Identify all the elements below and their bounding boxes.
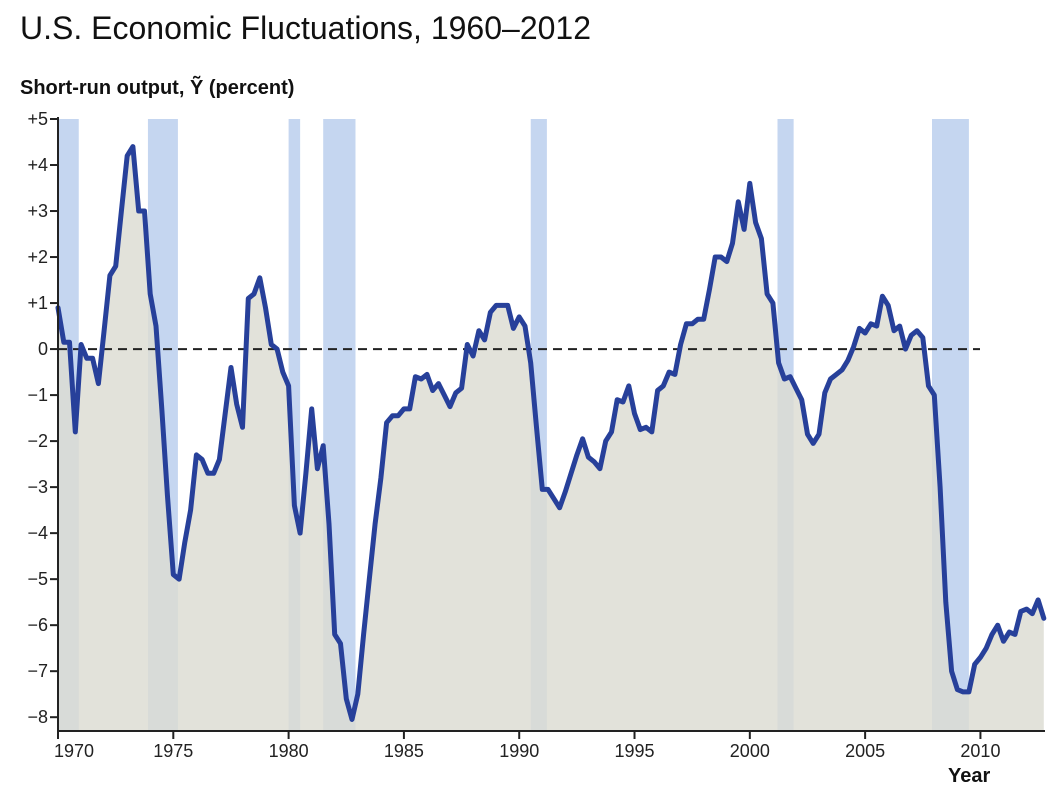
- x-tick-label: 1995: [614, 741, 654, 761]
- x-tick-label: 2010: [960, 741, 1000, 761]
- x-tick-label: 1990: [499, 741, 539, 761]
- x-tick-label: 1970: [54, 741, 94, 761]
- y-tick-label: −7: [27, 661, 48, 681]
- y-tick-label: −6: [27, 615, 48, 635]
- y-tick-label: +1: [27, 293, 48, 313]
- y-tick-label: +2: [27, 247, 48, 267]
- x-tick-label: 2005: [845, 741, 885, 761]
- y-tick-label: −2: [27, 431, 48, 451]
- chart-title: U.S. Economic Fluctuations, 1960–2012: [20, 10, 591, 46]
- x-axis-label: Year: [948, 765, 991, 787]
- y-tick-label: +3: [27, 201, 48, 221]
- series-line: [55, 144, 1047, 722]
- y-tick-label: −4: [27, 523, 48, 543]
- y-tick-label: −5: [27, 569, 48, 589]
- x-tick-label: 2000: [730, 741, 770, 761]
- y-tick-label: +4: [27, 155, 48, 175]
- x-tick-label: 1985: [384, 741, 424, 761]
- y-tick-label: 0: [38, 339, 48, 359]
- y-axis-label: Short-run output, Ỹ (percent): [20, 77, 295, 99]
- y-tick-label: −8: [27, 707, 48, 727]
- y-tick-label: −1: [27, 385, 48, 405]
- y-tick-label: −3: [27, 477, 48, 497]
- axes: [57, 117, 1045, 732]
- y-axis-ticks: +5 +4 +3 +2 +1 0 −1 −2 −3 −4 −5 −6 −7 −8: [27, 109, 58, 727]
- y-tick-label: +5: [27, 109, 48, 129]
- x-tick-label: 1980: [269, 741, 309, 761]
- recession-band-2: [288, 119, 301, 731]
- x-tick-label: 1975: [153, 741, 193, 761]
- x-axis-ticks: 1970 1975 1980 1985 1990 1995 2000 2005 2010: [54, 731, 1000, 761]
- series-area-fill: [58, 146, 1044, 732]
